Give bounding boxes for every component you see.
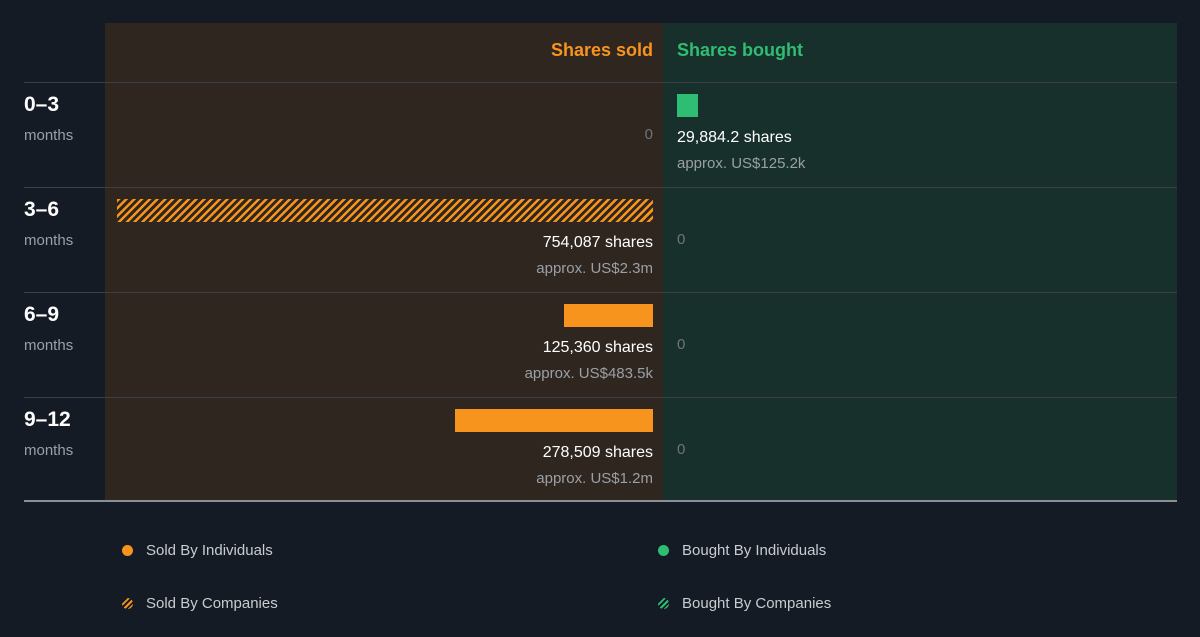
bought-approx-value: approx. US$125.2k — [677, 155, 806, 172]
sold-approx-value: approx. US$1.2m — [536, 470, 653, 487]
orange-striped-dot-icon — [122, 598, 133, 609]
legend-label: Sold By Individuals — [146, 542, 273, 559]
sold-approx-value: approx. US$2.3m — [536, 260, 653, 277]
period-label: 6–9 — [24, 303, 60, 326]
sold-zero-value: 0 — [644, 126, 653, 143]
legend-bought-individuals: Bought By Individuals — [658, 542, 826, 559]
chart-row: 9–12 months 278,509 shares approx. US$1.2m 0 — [0, 398, 1200, 503]
period-unit: months — [24, 442, 74, 459]
period-unit: months — [24, 337, 74, 354]
legend-bought-companies: Bought By Companies — [658, 595, 831, 612]
sold-bar — [564, 304, 653, 327]
shares-bought-panel — [663, 23, 1177, 501]
green-dot-icon — [658, 545, 669, 556]
sold-shares-value: 754,087 shares — [542, 234, 653, 251]
bought-shares-value: 29,884.2 shares — [677, 129, 792, 146]
period-label: 9–12 — [24, 408, 71, 431]
green-striped-dot-icon — [658, 598, 669, 609]
bought-bar — [677, 94, 698, 117]
legend-label: Bought By Individuals — [682, 542, 827, 559]
period-label: 0–3 — [24, 93, 60, 116]
legend-sold-companies: Sold By Companies — [122, 595, 278, 612]
period-unit: months — [24, 232, 74, 249]
legend-sold-individuals: Sold By Individuals — [122, 542, 273, 559]
chart-row: 3–6 months 754,087 shares approx. US$2.3m 0 — [0, 188, 1200, 293]
period-label: 3–6 — [24, 198, 60, 221]
row-divider — [24, 82, 1177, 83]
period-unit: months — [24, 127, 74, 144]
sold-approx-value: approx. US$483.5k — [524, 365, 653, 382]
orange-dot-icon — [122, 545, 133, 556]
legend-label: Sold By Companies — [146, 595, 278, 612]
bought-zero-value: 0 — [677, 336, 686, 353]
sold-shares-value: 125,360 shares — [542, 339, 653, 356]
legend-label: Bought By Companies — [682, 595, 832, 612]
sold-shares-value: 278,509 shares — [542, 444, 653, 461]
chart-row: 0–3 months 0 29,884.2 shares approx. US$125.… — [0, 83, 1200, 188]
row-divider — [24, 292, 1177, 293]
chart-baseline — [24, 500, 1177, 502]
bought-zero-value: 0 — [677, 231, 686, 248]
bought-zero-value: 0 — [677, 441, 686, 458]
sold-bar — [455, 409, 653, 432]
shares-sold-header: Shares sold — [550, 40, 653, 60]
sold-bar — [117, 199, 653, 222]
chart-row: 6–9 months 125,360 shares approx. US$483.5k… — [0, 293, 1200, 398]
row-divider — [24, 187, 1177, 188]
shares-bought-header: Shares bought — [677, 40, 804, 60]
row-divider — [24, 397, 1177, 398]
